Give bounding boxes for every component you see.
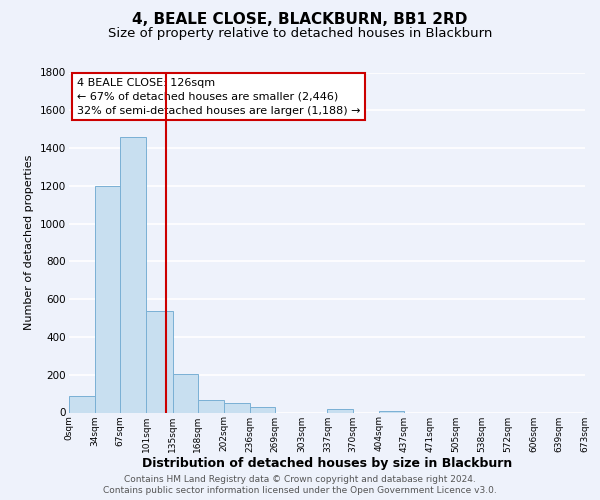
Y-axis label: Number of detached properties: Number of detached properties xyxy=(25,155,34,330)
Bar xyxy=(198,400,224,412)
Text: Contains HM Land Registry data © Crown copyright and database right 2024.: Contains HM Land Registry data © Crown c… xyxy=(124,475,476,484)
Text: Size of property relative to detached houses in Blackburn: Size of property relative to detached ho… xyxy=(108,28,492,40)
X-axis label: Distribution of detached houses by size in Blackburn: Distribution of detached houses by size … xyxy=(142,457,512,470)
Bar xyxy=(69,396,95,412)
Bar xyxy=(379,410,404,412)
Bar xyxy=(121,136,146,412)
Bar xyxy=(173,374,198,412)
Text: Contains public sector information licensed under the Open Government Licence v3: Contains public sector information licen… xyxy=(103,486,497,495)
Bar xyxy=(328,408,353,412)
Text: 4, BEALE CLOSE, BLACKBURN, BB1 2RD: 4, BEALE CLOSE, BLACKBURN, BB1 2RD xyxy=(133,12,467,28)
Bar xyxy=(250,407,275,412)
Text: 4 BEALE CLOSE: 126sqm
← 67% of detached houses are smaller (2,446)
32% of semi-d: 4 BEALE CLOSE: 126sqm ← 67% of detached … xyxy=(77,78,360,116)
Bar xyxy=(224,404,250,412)
Bar xyxy=(146,310,173,412)
Bar xyxy=(95,186,121,412)
